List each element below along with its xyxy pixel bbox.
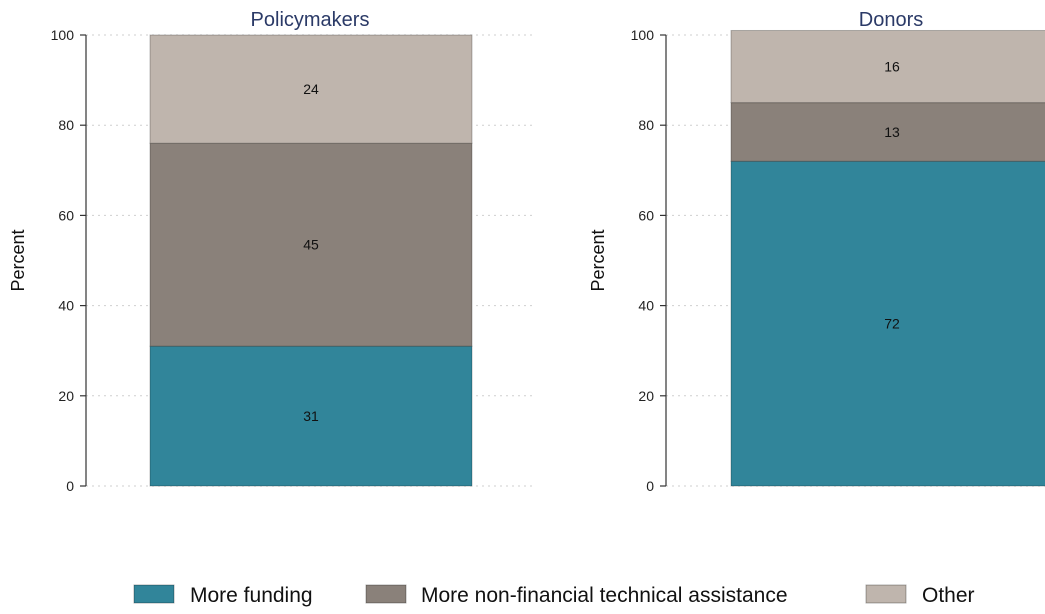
y-tick-label: 80 [58,117,74,133]
data-label: 24 [303,81,319,97]
y-tick-label: 40 [638,298,654,314]
legend-swatch-other [865,584,907,604]
y-axis-title: Percent [8,229,28,291]
y-tick-label: 20 [58,388,74,404]
bar-segment-more-non-financial-technical-assistance [149,142,473,347]
data-label: 16 [884,59,900,75]
bar-segment-more-funding [730,160,1045,487]
y-tick-label: 100 [631,27,655,43]
y-tick-label: 60 [638,207,654,223]
bar-segment-other [149,34,473,144]
legend: More funding More non-financial technical… [133,584,975,607]
data-label: 31 [303,408,319,424]
y-tick-label: 40 [58,298,74,314]
bar-segment-more-funding [149,345,473,487]
legend-swatch-more-funding [133,584,175,604]
data-label: 72 [884,316,900,332]
y-tick-label: 0 [66,478,74,494]
data-label: 13 [884,124,900,140]
panel-donors: 72 13 16 0 20 40 60 80 100 Percent Donors [588,9,1045,494]
y-tick-label: 80 [638,117,654,133]
y-axis-title: Percent [588,229,608,291]
bar-segment-other [730,29,1045,104]
panel-policymakers: 31 45 24 0 20 40 60 80 100 Percent Policymakers [8,9,535,494]
y-tick-label: 100 [51,27,75,43]
legend-label-more-non-financial-technical-assistance: More non-financial technical assistance [421,584,788,607]
panel-title: Donors [859,9,923,31]
legend-label-more-funding: More funding [190,584,313,607]
y-tick-label: 60 [58,207,74,223]
panel-title: Policymakers [251,9,370,31]
data-label: 45 [303,237,319,253]
y-tick-label: 20 [638,388,654,404]
legend-swatch-more-non-financial-technical-assistance [365,584,407,604]
bar-segment-more-non-financial-technical-assistance [730,102,1045,162]
y-tick-label: 0 [646,478,654,494]
legend-label-other: Other [922,584,975,607]
